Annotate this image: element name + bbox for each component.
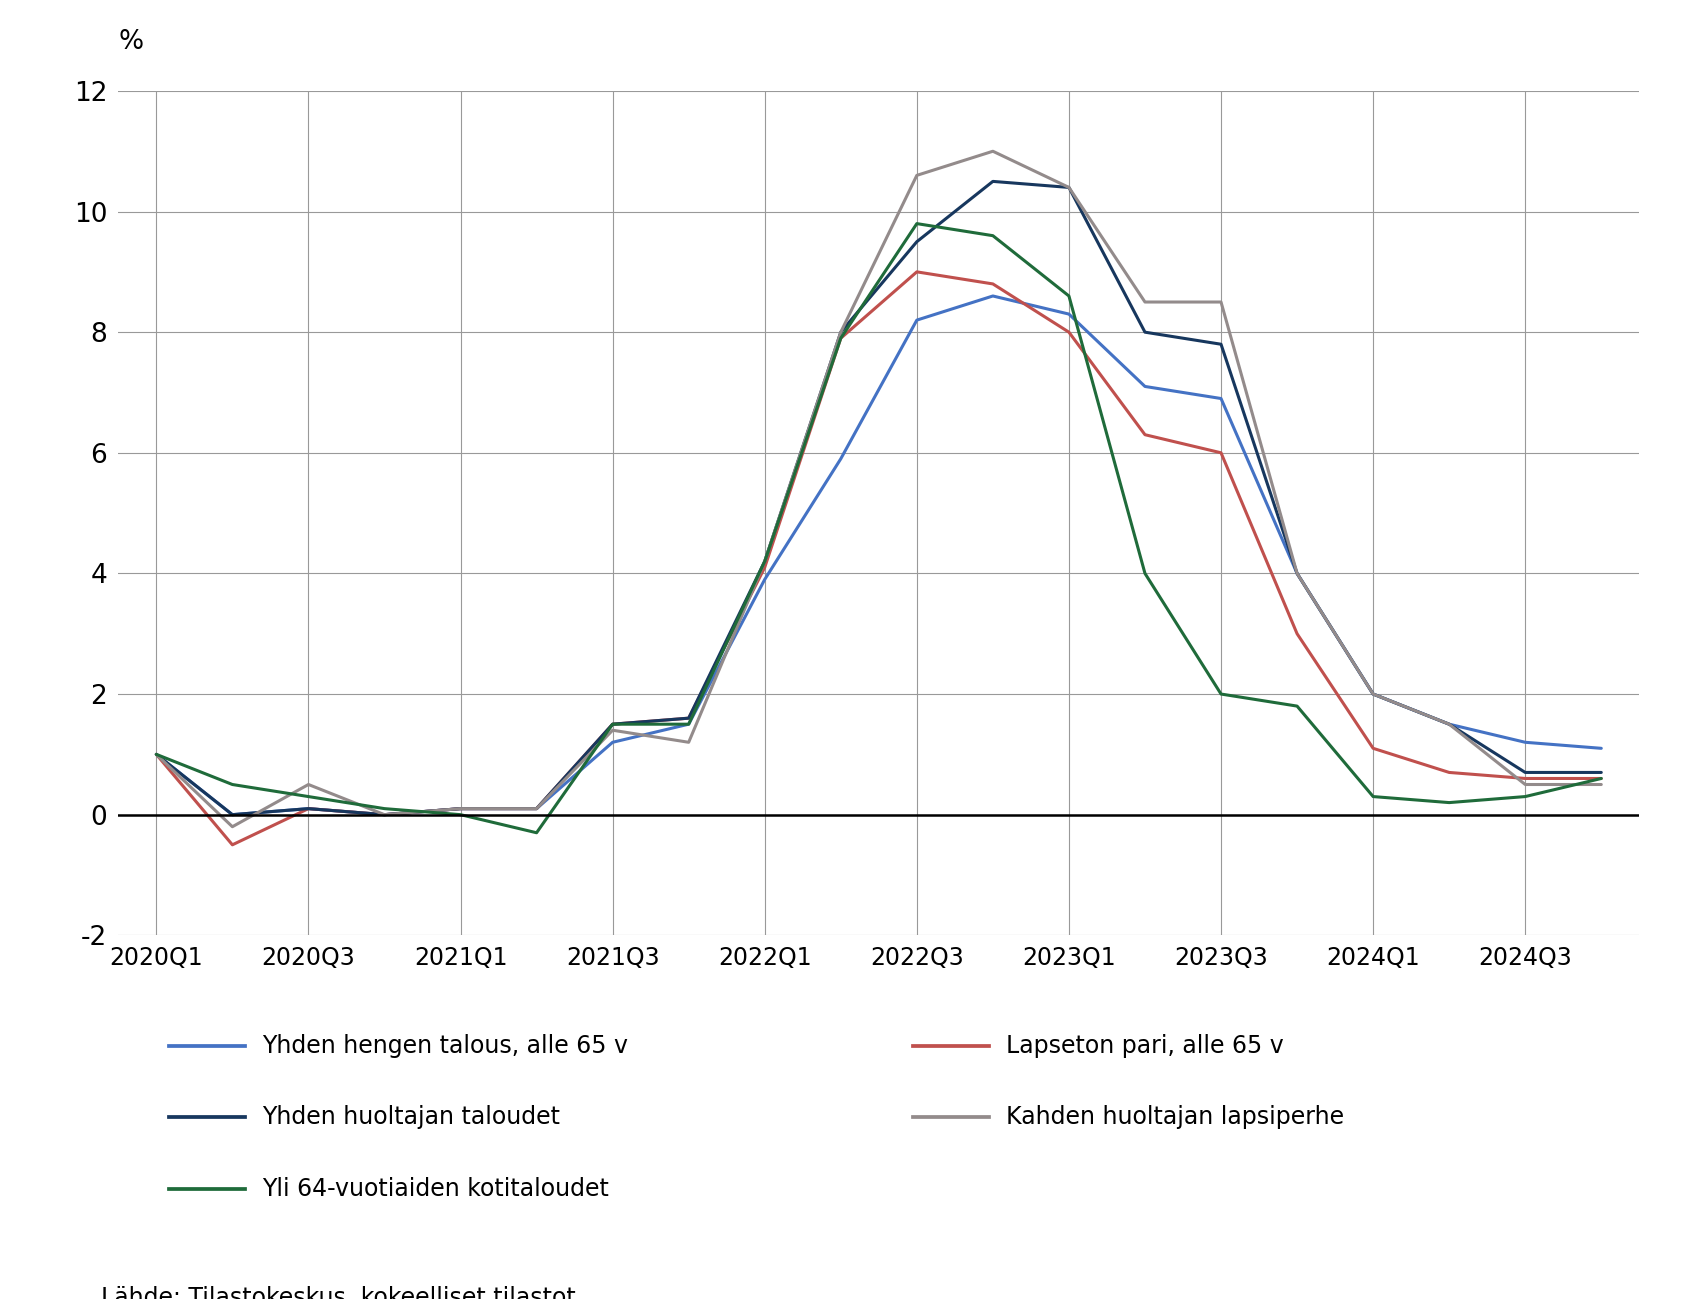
Text: %: % — [118, 29, 144, 55]
Text: Yhden hengen talous, alle 65 v: Yhden hengen talous, alle 65 v — [262, 1034, 628, 1057]
Text: Kahden huoltajan lapsiperhe: Kahden huoltajan lapsiperhe — [1005, 1105, 1343, 1129]
Text: Lähde: Tilastokeskus, kokeelliset tilastot: Lähde: Tilastokeskus, kokeelliset tilast… — [101, 1286, 576, 1299]
Text: Lapseton pari, alle 65 v: Lapseton pari, alle 65 v — [1005, 1034, 1282, 1057]
Text: Yhden huoltajan taloudet: Yhden huoltajan taloudet — [262, 1105, 559, 1129]
Text: Yli 64-vuotiaiden kotitaloudet: Yli 64-vuotiaiden kotitaloudet — [262, 1177, 608, 1200]
